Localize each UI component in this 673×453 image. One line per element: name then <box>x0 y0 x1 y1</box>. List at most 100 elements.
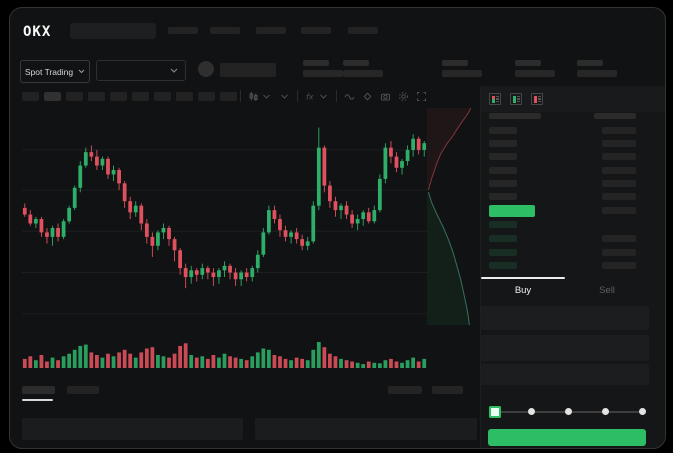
slider-stop[interactable] <box>528 408 535 415</box>
nav-item[interactable] <box>301 27 331 34</box>
chevron-down-icon[interactable] <box>261 91 272 102</box>
chevron-down-icon[interactable] <box>318 91 329 102</box>
toolbar-divider <box>336 90 337 102</box>
stat-value-placeholder <box>303 70 343 77</box>
ask-row-price[interactable] <box>489 180 517 187</box>
candles-icon[interactable] <box>248 91 259 102</box>
bottom-action-placeholder[interactable] <box>432 386 463 394</box>
book-bids-icon[interactable] <box>510 93 522 105</box>
interval-button[interactable] <box>132 92 149 101</box>
stat-label-placeholder <box>577 60 603 66</box>
indicators-icon[interactable]: fx <box>305 91 316 102</box>
last-price-badge[interactable] <box>489 205 535 217</box>
order-form-field[interactable] <box>481 364 649 385</box>
market-type-label: Spot Trading <box>24 66 74 77</box>
okx-logo: OKX <box>23 24 52 40</box>
ob-header-right <box>594 113 636 119</box>
bottom-action-placeholder[interactable] <box>388 386 422 394</box>
bid-row-price[interactable] <box>489 262 517 269</box>
tab-sell[interactable]: Sell <box>599 284 615 296</box>
trendline-icon[interactable] <box>344 91 355 102</box>
expand-icon[interactable] <box>416 91 427 102</box>
active-tab-indicator <box>481 277 565 279</box>
app-window: OKX Spot Trading fx Buy <box>9 7 666 449</box>
slider-handle[interactable] <box>489 406 501 418</box>
settings-icon[interactable] <box>398 91 409 102</box>
interval-button[interactable] <box>110 92 127 101</box>
spread-amount <box>602 207 636 214</box>
chevron-down-icon <box>78 69 85 74</box>
camera-icon[interactable] <box>380 91 391 102</box>
book-combined-icon[interactable] <box>489 93 501 105</box>
ask-row-amount[interactable] <box>602 180 636 187</box>
book-asks-icon[interactable] <box>531 93 543 105</box>
bottom-tab-active[interactable] <box>22 386 55 394</box>
interval-button[interactable] <box>22 92 39 101</box>
bottom-tab-indicator <box>22 399 53 401</box>
nav-item[interactable] <box>210 27 240 34</box>
ob-header-left <box>489 113 541 119</box>
interval-button[interactable] <box>220 92 237 101</box>
chevron-down-icon[interactable] <box>279 91 290 102</box>
nav-item[interactable] <box>168 27 198 34</box>
stat-label-placeholder <box>515 60 541 66</box>
order-book-panel: Buy Sell <box>480 86 665 448</box>
diamond-icon[interactable] <box>362 91 373 102</box>
ask-row-amount[interactable] <box>602 140 636 147</box>
nav-item[interactable] <box>256 27 286 34</box>
ask-row-price[interactable] <box>489 153 517 160</box>
depth-chart <box>427 108 472 325</box>
bid-row-price[interactable] <box>489 221 517 228</box>
ask-row-amount[interactable] <box>602 127 636 134</box>
ask-row-price[interactable] <box>489 167 517 174</box>
pair-selector-dropdown[interactable] <box>96 60 186 81</box>
ask-row-price[interactable] <box>489 127 517 134</box>
trade-tabs: Buy Sell <box>481 279 649 301</box>
ask-row-amount[interactable] <box>602 153 636 160</box>
stat-value-placeholder <box>577 70 617 77</box>
order-form-field[interactable] <box>481 335 649 361</box>
bid-row-price[interactable] <box>489 235 517 242</box>
interval-button[interactable] <box>44 92 61 101</box>
pair-name-placeholder <box>220 63 276 77</box>
stat-label-placeholder <box>303 60 329 66</box>
bid-row-price[interactable] <box>489 249 517 256</box>
interval-button[interactable] <box>176 92 193 101</box>
ask-row-price[interactable] <box>489 193 517 200</box>
search-input[interactable] <box>70 23 156 39</box>
toolbar-divider <box>297 90 298 102</box>
stat-value-placeholder <box>343 70 383 77</box>
bid-row-amount[interactable] <box>602 262 636 269</box>
interval-button[interactable] <box>88 92 105 101</box>
tab-buy[interactable]: Buy <box>514 284 532 296</box>
stat-label-placeholder <box>442 60 468 66</box>
bid-row-amount[interactable] <box>602 235 636 242</box>
coin-avatar <box>198 61 214 77</box>
ask-row-price[interactable] <box>489 140 517 147</box>
bid-row-amount[interactable] <box>602 249 636 256</box>
order-form-field[interactable] <box>481 306 649 330</box>
buy-submit-button[interactable] <box>488 429 646 446</box>
slider-stop[interactable] <box>639 408 646 415</box>
stat-value-placeholder <box>442 70 482 77</box>
slider-stop[interactable] <box>602 408 609 415</box>
toolbar-divider <box>240 90 241 102</box>
market-type-dropdown[interactable]: Spot Trading <box>20 60 90 83</box>
chevron-down-icon <box>170 68 178 73</box>
ask-row-amount[interactable] <box>602 193 636 200</box>
bottom-content-panel <box>255 418 477 440</box>
stat-value-placeholder <box>515 70 555 77</box>
order-book-header <box>481 86 665 112</box>
candlestick-chart[interactable] <box>22 112 427 368</box>
bottom-content-panel <box>22 418 243 440</box>
interval-button[interactable] <box>198 92 215 101</box>
nav-item[interactable] <box>348 27 378 34</box>
ask-row-amount[interactable] <box>602 167 636 174</box>
interval-button[interactable] <box>154 92 171 101</box>
slider-stop[interactable] <box>565 408 572 415</box>
svg-text:fx: fx <box>306 92 314 101</box>
stat-label-placeholder <box>343 60 369 66</box>
chart-tool-icons: fx <box>240 89 427 103</box>
bottom-tab[interactable] <box>67 386 99 394</box>
interval-button[interactable] <box>66 92 83 101</box>
